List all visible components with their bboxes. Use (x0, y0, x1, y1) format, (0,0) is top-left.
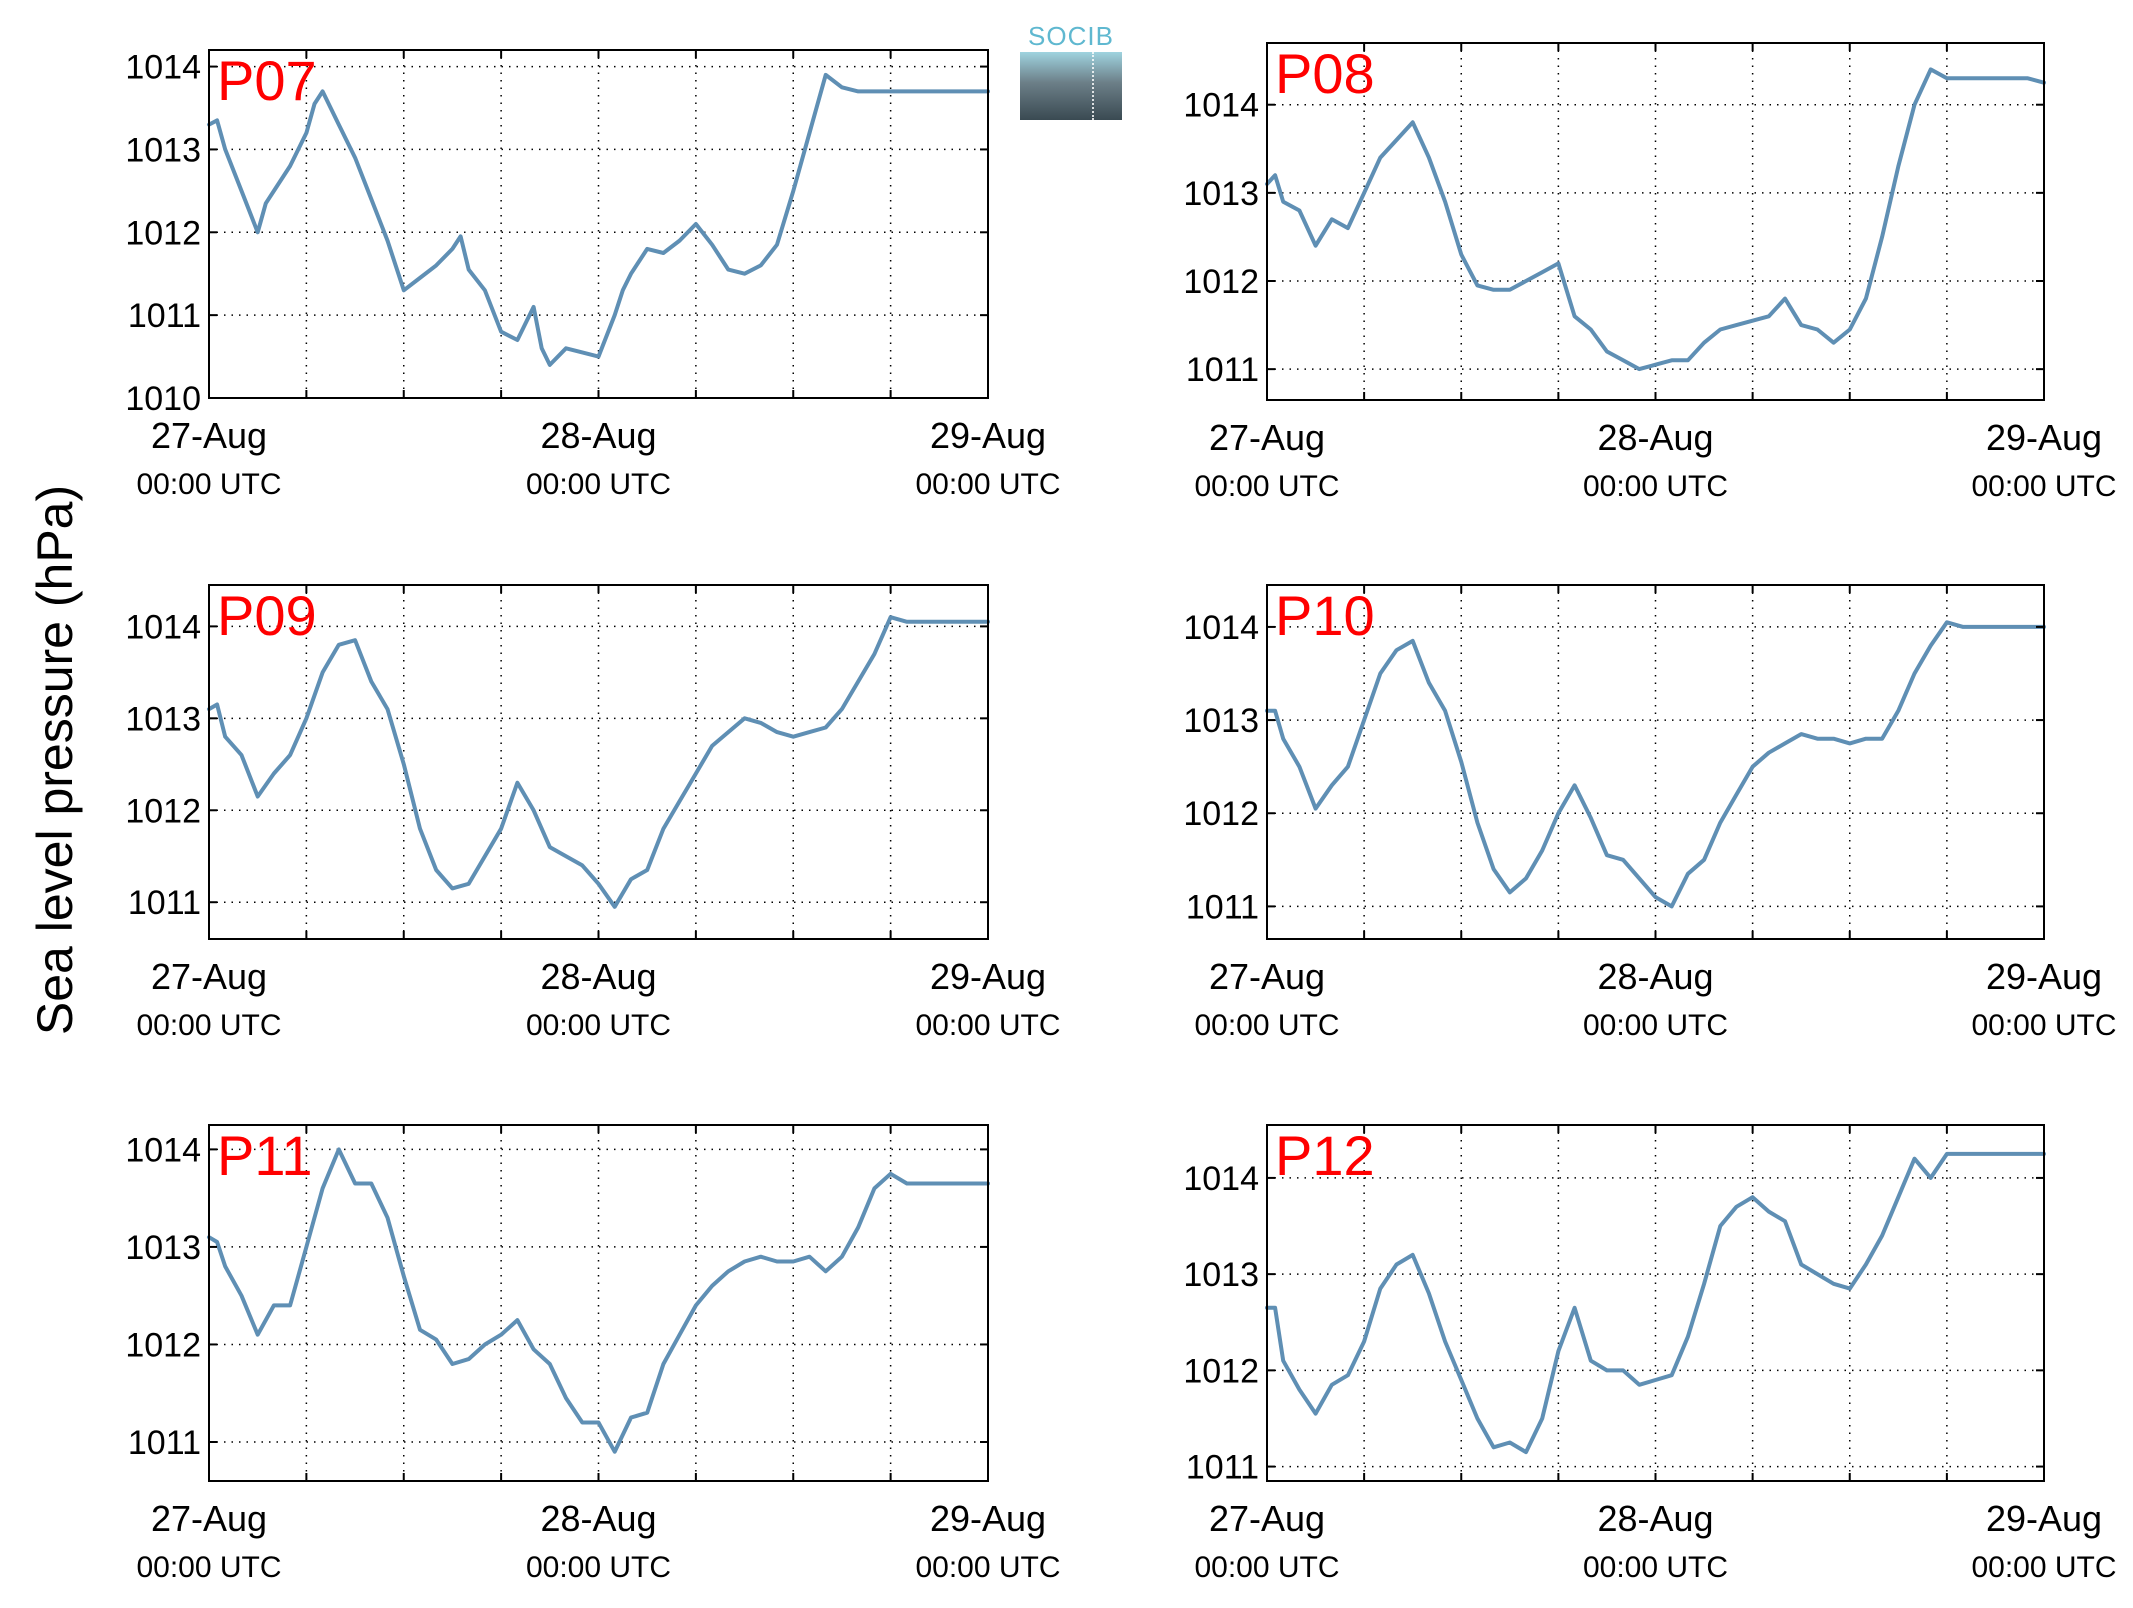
y-tick-label: 1012 (125, 792, 201, 830)
x-tick-label-time: 00:00 UTC (915, 468, 1060, 501)
x-tick-label-time: 00:00 UTC (526, 1009, 671, 1042)
x-tick-label-time: 00:00 UTC (1194, 1009, 1339, 1042)
panel-p07: 1010 1011 1012 1013 1014 27-Aug 00:00 UTC 28-Au… (125, 49, 1060, 501)
x-tick-label-date: 29-Aug (1986, 956, 2102, 997)
y-tick-label: 1013 (1183, 702, 1259, 740)
x-tick-label-time: 00:00 UTC (1971, 470, 2116, 503)
panel-p12: 1011 1012 1013 1014 27-Aug 00:00 UTC 28-Aug 00:… (1183, 1124, 2117, 1584)
y-tick-label: 1011 (128, 1424, 201, 1462)
x-tick-label-date: 28-Aug (540, 415, 656, 456)
y-tick-label: 1013 (125, 131, 201, 169)
x-tick-label-date: 28-Aug (1597, 417, 1713, 458)
y-tick-label: 1014 (1183, 87, 1259, 125)
y-tick-label: 1012 (1183, 795, 1259, 833)
y-tick-label: 1012 (125, 1326, 201, 1364)
x-tick-label-date: 28-Aug (540, 956, 656, 997)
panel-label: P07 (217, 49, 317, 112)
pressure-series-line (207, 1147, 990, 1454)
x-tick-label-date: 29-Aug (930, 1498, 1046, 1539)
x-tick-label-date: 27-Aug (1209, 417, 1325, 458)
x-tick-label-time: 00:00 UTC (915, 1551, 1060, 1584)
x-tick-label-date: 29-Aug (930, 415, 1046, 456)
y-tick-label: 1012 (1183, 263, 1259, 301)
x-tick-label-date: 27-Aug (1209, 1498, 1325, 1539)
y-tick-label: 1011 (128, 297, 201, 335)
panel-label: P09 (217, 584, 317, 647)
y-tick-label: 1012 (125, 214, 201, 252)
x-tick-label-time: 00:00 UTC (1194, 470, 1339, 503)
x-tick-label-time: 00:00 UTC (1194, 1551, 1339, 1584)
logo-text: SOCIB (1028, 21, 1114, 51)
y-tick-label: 1013 (1183, 175, 1259, 213)
x-tick-label-time: 00:00 UTC (1971, 1009, 2116, 1042)
x-tick-label-date: 28-Aug (1597, 1498, 1713, 1539)
y-tick-label: 1014 (1183, 609, 1259, 647)
pressure-series-line (207, 72, 990, 367)
x-tick-label-date: 27-Aug (151, 956, 267, 997)
x-tick-label-time: 00:00 UTC (1971, 1551, 2116, 1584)
x-tick-label-date: 28-Aug (1597, 956, 1713, 997)
y-tick-label: 1011 (128, 884, 201, 922)
y-tick-label: 1013 (125, 1229, 201, 1267)
x-tick-label-date: 27-Aug (151, 415, 267, 456)
pressure-series-line (1265, 620, 2046, 909)
y-tick-label: 1013 (125, 700, 201, 738)
panel-p11: 1011 1012 1013 1014 27-Aug 00:00 UTC 28-Aug 00:… (125, 1124, 1061, 1584)
y-tick-label: 1014 (125, 608, 201, 646)
y-tick-label: 1013 (1183, 1256, 1259, 1294)
x-tick-label-time: 00:00 UTC (526, 468, 671, 501)
x-tick-label-date: 27-Aug (1209, 956, 1325, 997)
x-tick-label-time: 00:00 UTC (1583, 1551, 1728, 1584)
panel-p10: 1011 1012 1013 1014 27-Aug 00:00 UTC 28-Aug 00:… (1183, 584, 2117, 1042)
y-tick-label: 1010 (125, 380, 201, 418)
x-tick-label-date: 29-Aug (1986, 1498, 2102, 1539)
panel-label: P12 (1275, 1124, 1375, 1187)
y-tick-label: 1011 (1186, 888, 1259, 926)
x-tick-label-time: 00:00 UTC (915, 1009, 1060, 1042)
x-tick-label-time: 00:00 UTC (136, 1009, 281, 1042)
x-tick-label-date: 29-Aug (930, 956, 1046, 997)
y-tick-label: 1012 (1183, 1352, 1259, 1390)
y-tick-label: 1011 (1186, 351, 1259, 389)
x-tick-label-date: 29-Aug (1986, 417, 2102, 458)
x-tick-label-time: 00:00 UTC (1583, 470, 1728, 503)
x-tick-label-date: 27-Aug (151, 1498, 267, 1539)
panel-label: P11 (217, 1124, 312, 1187)
x-tick-label-time: 00:00 UTC (526, 1551, 671, 1584)
y-tick-label: 1014 (125, 1131, 201, 1169)
x-tick-label-time: 00:00 UTC (1583, 1009, 1728, 1042)
y-tick-label: 1011 (1186, 1449, 1259, 1487)
y-tick-label: 1014 (1183, 1160, 1259, 1198)
socib-logo: SOCIB (1020, 22, 1122, 122)
pressure-series-line (1265, 1151, 2046, 1455)
pressure-series-line (1265, 67, 2046, 372)
pressure-series-line (207, 615, 990, 909)
x-tick-label-time: 00:00 UTC (136, 1551, 281, 1584)
panel-p09: 1011 1012 1013 1014 27-Aug 00:00 UTC 28-Aug 00:… (125, 584, 1061, 1042)
panel-label: P10 (1275, 584, 1375, 647)
panel-label: P08 (1275, 42, 1375, 105)
x-tick-label-date: 28-Aug (540, 1498, 656, 1539)
y-tick-label: 1014 (125, 49, 201, 87)
panel-p08: 1011 1012 1013 1014 27-Aug 00:00 UTC 28-Aug 00:… (1183, 42, 2117, 503)
logo-graphic (1020, 52, 1122, 120)
x-tick-label-time: 00:00 UTC (136, 468, 281, 501)
